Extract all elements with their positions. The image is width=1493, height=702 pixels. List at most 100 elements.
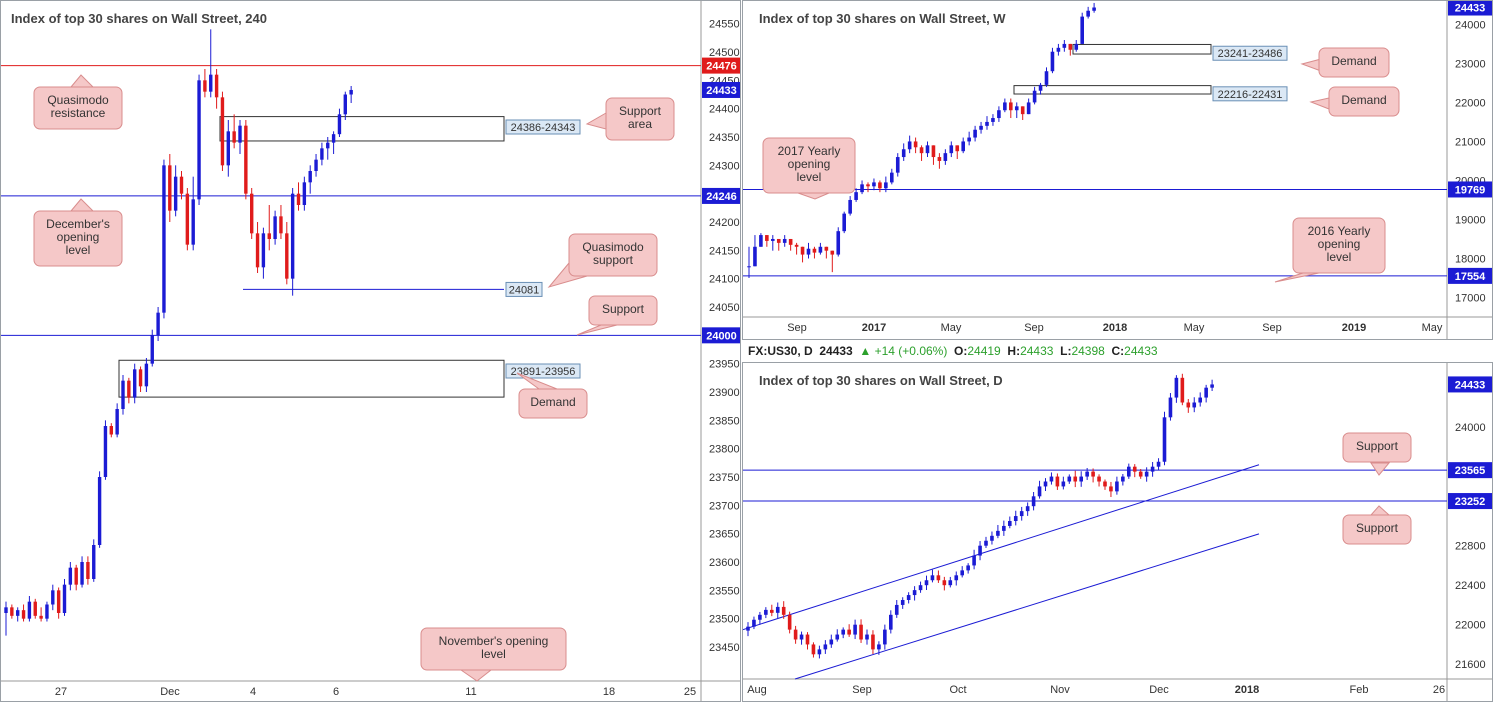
h4-candle [209,74,213,92]
weekly-candle [925,145,930,154]
daily-x-tick-label: Dec [1149,684,1169,696]
weekly-candle [842,213,846,232]
h4-candle [144,363,149,387]
weekly-candle [776,238,781,243]
daily-candle [1132,466,1137,472]
h4-callout-support-area-text: Support [619,104,662,118]
weekly-candle [753,246,757,267]
h4-zone-label: 23891-23956 [511,366,576,378]
daily-candle [1162,417,1167,462]
weekly-callout-2017-yearly-open-box [762,137,856,194]
daily-candle [823,644,828,650]
daily-candle [1156,461,1161,467]
h4-y-tick-label: 24200 [709,217,740,229]
h4-callout-demand-box [518,388,588,419]
weekly-chart[interactable]: 1700018000190002000021000220002300024000… [743,1,1493,340]
low-value: 24398 [1071,344,1105,358]
daily-callout-support-2-text: Support [1356,521,1399,535]
weekly-candle [907,141,912,150]
h4-candle [51,590,55,605]
weekly-candle [949,145,954,154]
h4-y-tick-label: 23550 [709,585,740,597]
weekly-zone-label-bg [1212,45,1288,61]
daily-candle [1186,402,1191,408]
h4-candle [162,165,166,313]
weekly-candle [1038,84,1043,91]
h4-callout-november-opening-text: November's opening [439,634,549,648]
h4-level-axis-label: 24476 [706,61,737,73]
daily-candle [1115,481,1119,492]
h4-chart-panel[interactable]: 23450 23500 23550 23600 23650 23700 23750 23800… [0,0,741,702]
h4-callout-support: Support [576,295,658,336]
daily-y-tick-label: 21600 [1455,659,1486,671]
h4-candle [115,409,119,435]
weekly-candle [818,246,823,253]
daily-chart-panel[interactable]: 21600 22000 22400 22800 24000 Aug Sep Oct Nov Dec… [742,362,1493,702]
daily-candle [1002,525,1006,531]
h4-callout-november-opening-text: level [481,647,506,661]
h4-candle [27,601,32,619]
h4-candle [320,148,324,160]
daily-candle [1079,476,1083,482]
h4-callout-decembers-opening-text: December's [46,217,110,231]
weekly-x-tick-label: May [1422,322,1443,334]
daily-candle [936,575,941,581]
h4-candle [261,233,266,268]
weekly-candle [937,157,942,161]
daily-channel-upper [743,464,1260,631]
weekly-y-tick-label: 22000 [1455,97,1486,109]
h4-candle [156,312,160,336]
daily-candle [1031,496,1036,507]
h4-level-axis-label-bg [702,57,740,74]
weekly-candle [782,238,787,243]
daily-candle [1103,481,1107,487]
symbol-info-bar: FX:US30, D 24433 ▲ +14 (+0.06%) O:24419 … [742,340,1493,362]
h4-x-tick-label: 27 [55,686,67,698]
weekly-chart-panel[interactable]: 17000 18000 19000 20000 21000 22000 23000 24000… [742,0,1493,340]
weekly-candle [913,141,918,148]
weekly-callout-2017-yearly-open-tail [797,192,830,200]
h4-candle [92,545,96,579]
weekly-candle [1080,16,1084,44]
daily-candle [811,644,816,655]
h4-callout-decembers-opening-text: level [66,243,91,257]
weekly-candle [1050,51,1055,72]
h4-y-tick-label: 23950 [709,359,740,371]
h4-callout-support-tail [576,324,618,336]
daily-candle [787,614,792,630]
h4-callout-november-opening-box [420,627,567,671]
h4-x-tick-label: 6 [333,686,339,698]
daily-x-tick-label: Nov [1050,684,1070,696]
h4-candle [109,426,113,435]
weekly-candle [860,184,864,193]
weekly-candle [771,238,775,241]
weekly-y-tick-label: 17000 [1455,292,1486,304]
h4-price-label: 24433 [706,85,737,97]
weekly-callout-demand-1-box [1318,47,1390,78]
daily-candle [1174,377,1179,398]
h4-candle [296,193,301,205]
daily-candle [978,545,982,556]
h4-candle [45,604,49,619]
h4-candle [290,193,295,279]
daily-y-tick-label: 24000 [1455,422,1486,434]
h4-y-tick-label: 23500 [709,614,740,626]
weekly-candle [979,125,983,130]
h4-chart[interactable]: 23450 23500 23550 23600 23650 23700 23750 23800… [1,1,741,702]
h4-candle [308,171,312,183]
h4-candle [33,601,37,616]
daily-price-label: 24433 [1455,379,1486,391]
daily-chart[interactable]: 21600 22000 22400 22800 24000 Aug Sep Oct Nov Dec… [743,363,1493,702]
h4-y-tick-label: 23650 [709,529,740,541]
h4-level-box-label: 24081 [509,284,540,296]
weekly-candle [836,231,841,255]
daily-candle [1037,486,1042,497]
h4-candle [302,182,307,205]
weekly-price-label: 24433 [1455,3,1486,15]
daily-chart-title: Index of top 30 shares on Wall Street, D [759,373,1003,388]
weekly-x-tick-label: 2018 [1103,322,1127,334]
h4-zone-label: 24386-24343 [511,122,576,134]
weekly-candle [1003,102,1007,111]
